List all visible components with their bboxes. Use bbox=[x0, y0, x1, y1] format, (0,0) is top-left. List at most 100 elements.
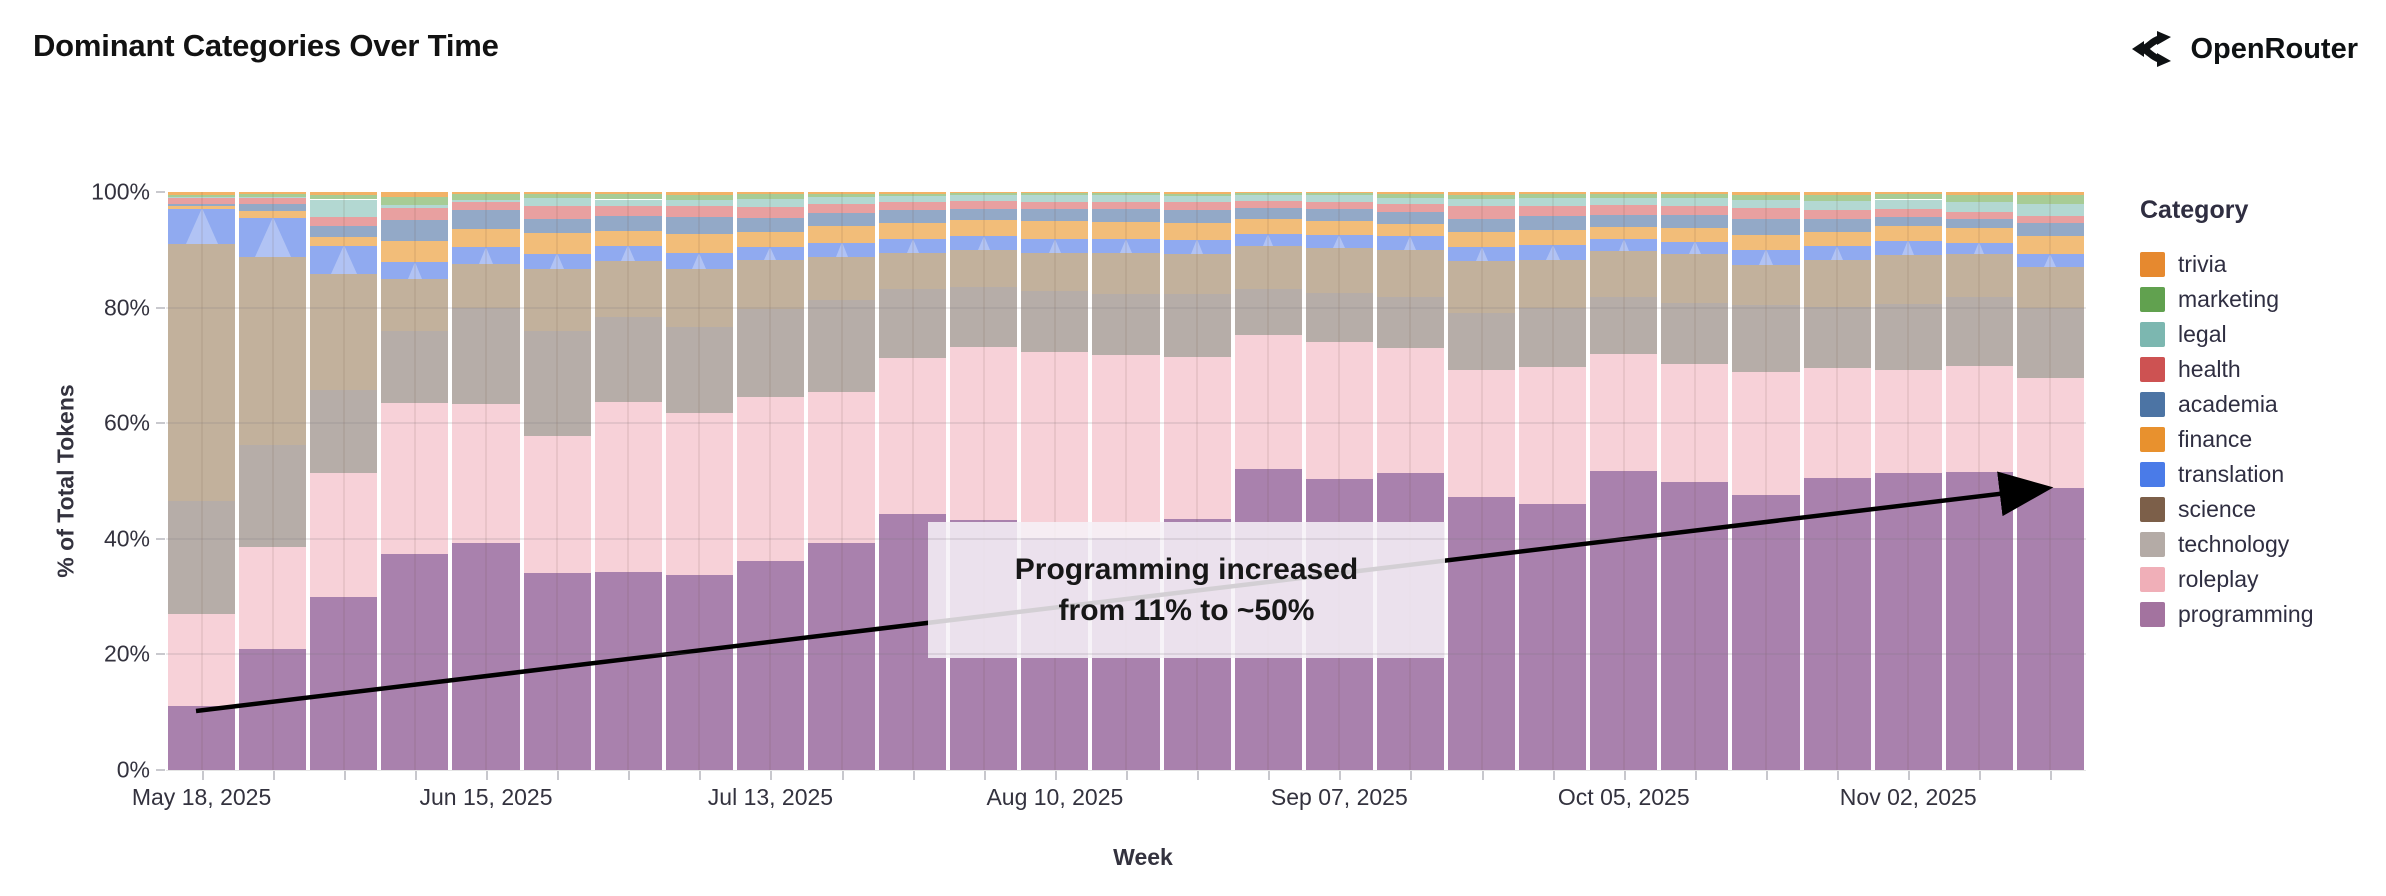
watermark-triangle bbox=[1404, 233, 1417, 250]
bar-segment-marketing bbox=[523, 194, 591, 199]
bar-segment-legal bbox=[1519, 198, 1587, 206]
bar-segment-finance bbox=[1945, 228, 2013, 243]
bar-centerline bbox=[769, 192, 772, 770]
bar-segment-translation bbox=[523, 253, 591, 270]
bar-segment-legal bbox=[808, 197, 876, 204]
bar-centerline bbox=[982, 192, 985, 770]
legend-item-science: science bbox=[2140, 492, 2314, 527]
bar-segment-trivia bbox=[239, 192, 307, 195]
legend-swatch-translation bbox=[2140, 462, 2165, 487]
bar-segment-health bbox=[310, 216, 378, 226]
legend-swatch-marketing bbox=[2140, 287, 2165, 312]
bar-centerline bbox=[1053, 192, 1056, 770]
bar-segment-translation bbox=[1021, 239, 1089, 254]
bar-segment-translation bbox=[1448, 244, 1516, 262]
bar-segment-legal bbox=[1945, 201, 2013, 213]
bar-segment-trivia bbox=[1874, 192, 1942, 195]
bar-segment-academia bbox=[523, 218, 591, 234]
bar-centerline bbox=[840, 192, 843, 770]
bar-segment-technology bbox=[452, 307, 520, 404]
bar-centerline bbox=[1765, 192, 1767, 770]
watermark-triangle bbox=[1119, 236, 1132, 253]
bar-segment-finance bbox=[1732, 234, 1800, 250]
bar-segment-technology bbox=[1376, 296, 1444, 349]
bar-centerline bbox=[1693, 192, 1696, 770]
watermark-triangle bbox=[621, 242, 636, 262]
y-tick-label: 80% bbox=[103, 294, 150, 321]
x-tick-mark bbox=[770, 771, 773, 780]
bar-segment-technology bbox=[665, 327, 733, 413]
bar-segment-academia bbox=[1376, 211, 1444, 224]
y-tick-label: 0% bbox=[116, 756, 150, 783]
bar-segment-technology bbox=[1448, 313, 1516, 371]
bar-segment-finance bbox=[1376, 223, 1444, 236]
bar-segment-health bbox=[1234, 200, 1302, 208]
legend-swatch-roleplay bbox=[2140, 567, 2165, 592]
bar-segment-health bbox=[1874, 208, 1942, 217]
bar-segment-academia bbox=[239, 204, 307, 212]
gridline-60 bbox=[166, 422, 2086, 425]
bar-segment-legal bbox=[239, 196, 307, 199]
bar-centerline bbox=[1907, 192, 1910, 770]
bar-segment-translation bbox=[1163, 239, 1231, 255]
bar-segment-legal bbox=[1163, 196, 1231, 203]
watermark-triangle bbox=[906, 236, 919, 253]
bar-segment-health bbox=[1092, 201, 1160, 210]
bar-segment-translation bbox=[1661, 241, 1729, 255]
bar-segment-marketing bbox=[736, 194, 804, 199]
bar-segment-finance bbox=[2016, 235, 2084, 254]
watermark-triangle bbox=[1475, 244, 1488, 262]
legend-item-translation: translation bbox=[2140, 457, 2314, 492]
bar-segment-marketing bbox=[310, 194, 378, 200]
legend-label-marketing: marketing bbox=[2178, 286, 2279, 312]
bar-segment-marketing bbox=[168, 195, 236, 198]
legend-swatch-academia bbox=[2140, 392, 2165, 417]
bar-centerline bbox=[2049, 192, 2052, 770]
bar-segment-health bbox=[381, 207, 449, 221]
bar-segment-trivia bbox=[1092, 192, 1160, 194]
legend-item-programming: programming bbox=[2140, 597, 2314, 632]
x-tick-mark bbox=[912, 771, 915, 780]
x-tick-mark bbox=[1268, 771, 1271, 780]
bar-centerline bbox=[200, 192, 203, 770]
bar-segment-science bbox=[1519, 259, 1587, 308]
bar-centerline bbox=[556, 192, 559, 770]
bar-segment-academia bbox=[1448, 218, 1516, 232]
bar-segment-science bbox=[381, 278, 449, 331]
bar-segment-marketing bbox=[1021, 193, 1089, 196]
x-axis-title: Week bbox=[1113, 844, 1173, 870]
bar-segment-finance bbox=[1448, 231, 1516, 248]
bar-segment-finance bbox=[1021, 221, 1089, 240]
bar-segment-technology bbox=[1021, 291, 1089, 352]
x-tick-mark bbox=[272, 771, 275, 780]
bar-segment-technology bbox=[381, 330, 449, 403]
bar-segment-trivia bbox=[2016, 192, 2084, 196]
bar-segment-finance bbox=[594, 231, 662, 246]
bar-segment-legal bbox=[1092, 195, 1160, 202]
legend-label-trivia: trivia bbox=[2178, 251, 2227, 277]
legend-label-academia: academia bbox=[2178, 391, 2278, 417]
bar-segment-roleplay bbox=[1519, 367, 1587, 504]
bar-segment-finance bbox=[1092, 222, 1160, 239]
bar-segment-finance bbox=[239, 211, 307, 218]
x-tick-mark bbox=[1552, 771, 1555, 780]
bar-segment-academia bbox=[1590, 214, 1658, 227]
bar-segment-roleplay bbox=[2016, 377, 2084, 488]
bar-segment-trivia bbox=[1305, 192, 1373, 194]
bar-segment-trivia bbox=[1519, 192, 1587, 195]
bar-segment-marketing bbox=[665, 194, 733, 201]
legend-item-marketing: marketing bbox=[2140, 282, 2314, 317]
bar-segment-translation bbox=[594, 245, 662, 262]
watermark-triangle bbox=[478, 244, 493, 265]
bar-segment-legal bbox=[168, 197, 236, 199]
x-tick-mark bbox=[1410, 771, 1413, 780]
y-tick-label: 40% bbox=[103, 525, 150, 552]
legend-label-programming: programming bbox=[2178, 601, 2314, 627]
bar-segment-health bbox=[594, 205, 662, 216]
bar-segment-trivia bbox=[1661, 192, 1729, 194]
bar-centerline bbox=[1125, 192, 1127, 770]
y-tick-mark bbox=[156, 306, 165, 309]
x-tick-mark bbox=[1339, 771, 1342, 780]
bar-segment-marketing bbox=[1945, 195, 2013, 202]
x-tick-mark bbox=[557, 771, 560, 780]
